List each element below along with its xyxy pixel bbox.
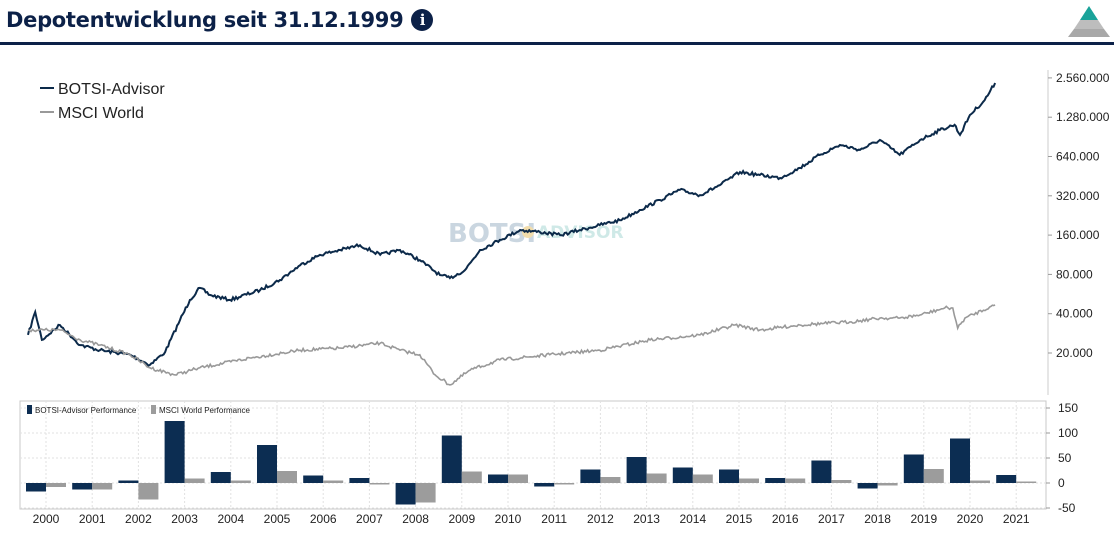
bar-msci-world-2016 xyxy=(785,478,806,483)
bar-botsi-advisor-2007 xyxy=(349,478,370,483)
bar-botsi-advisor-2008 xyxy=(395,483,416,505)
legend-label: BOTSI-Advisor xyxy=(58,81,165,98)
bar-legend-swatch xyxy=(27,405,32,414)
bar-y-tick-label: 150 xyxy=(1058,401,1078,415)
page-title: Depotentwicklung seit 31.12.1999 i xyxy=(6,8,434,32)
bar-x-tick-label: 2013 xyxy=(633,512,660,526)
bar-x-tick-label: 2004 xyxy=(217,512,244,526)
bar-x-tick-label: 2019 xyxy=(910,512,937,526)
bar-msci-world-2015 xyxy=(739,478,759,483)
bar-msci-world-2018 xyxy=(877,483,898,486)
bar-botsi-advisor-2015 xyxy=(719,469,739,483)
main-y-tick-label: 20.000 xyxy=(1056,346,1093,360)
bar-x-tick-label: 2002 xyxy=(125,512,152,526)
bar-botsi-advisor-2003 xyxy=(164,421,185,483)
bar-msci-world-2012 xyxy=(600,477,621,483)
info-icon[interactable]: i xyxy=(411,9,434,31)
bar-botsi-advisor-2000 xyxy=(26,483,46,492)
bar-x-tick-label: 2003 xyxy=(171,512,198,526)
pyramid-logo xyxy=(1068,6,1110,37)
bar-legend-label: MSCI World Performance xyxy=(159,406,251,415)
main-y-tick-label: 160.000 xyxy=(1056,228,1100,242)
bar-botsi-advisor-2012 xyxy=(580,469,601,483)
bar-x-tick-label: 2001 xyxy=(79,512,106,526)
title-divider xyxy=(0,42,1114,45)
bar-msci-world-2017 xyxy=(831,480,852,483)
legend-label: MSCI World xyxy=(58,105,144,122)
bar-botsi-advisor-2016 xyxy=(765,478,786,483)
bar-msci-world-2009 xyxy=(461,471,482,483)
bar-y-tick-label: 50 xyxy=(1058,451,1072,465)
main-y-tick-label: 80.000 xyxy=(1056,267,1093,281)
bar-msci-world-2004 xyxy=(230,480,251,483)
bar-legend-label: BOTSI-Advisor Performance xyxy=(35,406,137,415)
bar-msci-world-2005 xyxy=(277,471,297,483)
bar-x-tick-label: 2008 xyxy=(402,512,429,526)
bar-botsi-advisor-2009 xyxy=(441,435,462,483)
bar-botsi-advisor-2002 xyxy=(118,480,139,483)
series-line-botsi-advisor xyxy=(27,82,997,367)
bar-msci-world-2019 xyxy=(923,469,944,483)
bar-msci-world-2003 xyxy=(184,478,205,483)
bar-botsi-advisor-2018 xyxy=(857,483,878,489)
bar-msci-world-2020 xyxy=(970,480,990,483)
bar-x-tick-label: 2006 xyxy=(310,512,337,526)
bar-y-tick-label: 100 xyxy=(1058,426,1078,440)
main-y-tick-label: 1.280.000 xyxy=(1056,110,1110,124)
bar-y-tick-label: -50 xyxy=(1058,501,1076,515)
page-title-text: Depotentwicklung seit 31.12.1999 xyxy=(6,8,404,32)
bar-x-tick-label: 2010 xyxy=(495,512,522,526)
bar-msci-world-2014 xyxy=(692,474,713,483)
bar-botsi-advisor-2017 xyxy=(811,460,832,483)
bar-botsi-advisor-2013 xyxy=(626,457,647,483)
bar-msci-world-2013 xyxy=(646,473,667,483)
botsi-advisor-watermark: BOTSI ADVISOR xyxy=(448,219,624,249)
bar-botsi-advisor-2010 xyxy=(488,474,508,483)
bar-x-tick-label: 2016 xyxy=(772,512,799,526)
main-y-tick-label: 40.000 xyxy=(1056,307,1093,321)
watermark-text: ADVISOR xyxy=(537,223,624,243)
bar-msci-world-2007 xyxy=(369,483,390,485)
bar-x-tick-label: 2014 xyxy=(679,512,706,526)
bar-chart-frame xyxy=(19,400,1047,510)
bar-msci-world-2001 xyxy=(92,483,113,490)
bar-botsi-advisor-2006 xyxy=(303,475,324,483)
bar-msci-world-2000 xyxy=(46,483,66,487)
bar-x-tick-label: 2017 xyxy=(818,512,845,526)
bar-botsi-advisor-2001 xyxy=(72,483,93,490)
bar-x-tick-label: 2009 xyxy=(448,512,475,526)
bar-botsi-advisor-2011 xyxy=(534,483,555,487)
bar-x-tick-label: 2000 xyxy=(33,512,60,526)
bar-x-tick-label: 2015 xyxy=(726,512,753,526)
bar-botsi-advisor-2020 xyxy=(950,438,970,483)
bar-botsi-advisor-2004 xyxy=(210,472,231,483)
bar-x-tick-label: 2012 xyxy=(587,512,614,526)
bar-botsi-advisor-2005 xyxy=(257,445,277,483)
bar-x-tick-label: 2018 xyxy=(864,512,891,526)
bar-botsi-advisor-2021 xyxy=(996,475,1017,483)
bar-x-tick-label: 2005 xyxy=(264,512,291,526)
bar-msci-world-2011 xyxy=(554,483,575,485)
main-y-tick-label: 320.000 xyxy=(1056,189,1100,203)
bar-x-tick-label: 2007 xyxy=(356,512,383,526)
main-y-tick-label: 640.000 xyxy=(1056,150,1100,164)
bar-x-tick-label: 2011 xyxy=(541,512,567,526)
bar-x-tick-label: 2020 xyxy=(957,512,984,526)
bar-y-tick-label: 0 xyxy=(1058,476,1065,490)
bar-msci-world-2010 xyxy=(508,474,528,483)
series-line-msci-world xyxy=(27,304,996,386)
bar-botsi-advisor-2019 xyxy=(903,454,924,483)
bar-legend-swatch xyxy=(151,405,156,414)
bar-x-tick-label: 2021 xyxy=(1003,512,1030,526)
bar-botsi-advisor-2014 xyxy=(672,467,693,483)
bar-msci-world-2008 xyxy=(415,483,436,503)
bar-msci-world-2006 xyxy=(323,480,344,483)
bar-msci-world-2002 xyxy=(138,483,159,500)
main-y-tick-label: 2.560.000 xyxy=(1056,71,1110,85)
bar-msci-world-2021 xyxy=(1016,481,1037,483)
